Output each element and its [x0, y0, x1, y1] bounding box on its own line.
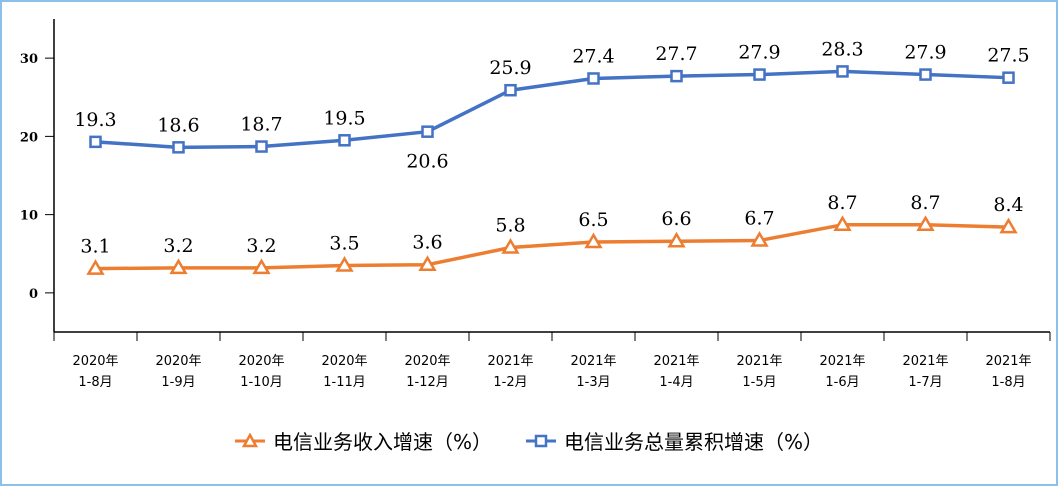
data-label: 19.5 — [323, 107, 365, 129]
line-chart: 0 10 20 30 2020年 1-8月 2020年 1-9月 2020年 1-10月 2020年… — [20, 19, 1051, 390]
data-point — [584, 232, 603, 249]
x-tick-label: 2020年 1-12月 — [404, 354, 450, 390]
data-label: 18.6 — [157, 114, 199, 136]
data-point — [587, 72, 600, 85]
data-label: 20.6 — [406, 151, 448, 173]
legend-item-volume: 电信业务总量累积增速（%） — [526, 426, 823, 455]
triangle-marker-icon — [234, 432, 265, 447]
data-point — [252, 258, 271, 275]
data-label: 8.7 — [910, 192, 940, 214]
x-tick-label: 2021年 1-4月 — [653, 354, 699, 390]
data-point — [999, 217, 1018, 234]
data-label: 27.4 — [572, 45, 614, 67]
data-label: 27.5 — [987, 45, 1029, 67]
x-tick-label: 2021年 1-6月 — [819, 354, 865, 390]
data-point — [919, 68, 932, 81]
x-tick-label: 2020年 1-10月 — [238, 354, 284, 390]
data-point — [1002, 71, 1015, 84]
data-label: 6.5 — [578, 209, 608, 231]
x-tick-label: 2021年 1-5月 — [736, 354, 782, 390]
x-tick-label: 2020年 1-11月 — [321, 354, 367, 390]
y-tick-label: 10 — [20, 209, 38, 224]
data-label: 25.9 — [489, 57, 531, 79]
data-label: 18.7 — [240, 114, 282, 136]
data-label: 3.1 — [80, 236, 110, 258]
data-point — [501, 238, 520, 254]
x-tick-label: 2021年 1-8月 — [985, 354, 1031, 390]
data-label: 5.8 — [495, 214, 525, 236]
y-tick-label: 20 — [20, 130, 38, 145]
legend-label: 电信业务收入增速（%） — [272, 430, 492, 454]
data-label: 27.9 — [738, 42, 780, 64]
data-point — [172, 141, 185, 154]
data-point — [255, 140, 268, 153]
data-point — [753, 68, 766, 81]
data-point — [338, 134, 351, 147]
data-point — [833, 215, 852, 232]
data-label: 3.6 — [412, 232, 442, 254]
x-tick-label: 2021年 1-7月 — [902, 354, 948, 390]
data-label: 6.7 — [744, 207, 774, 229]
data-label: 3.2 — [246, 235, 276, 257]
legend-label: 电信业务总量累积增速（%） — [564, 430, 824, 454]
x-tick-label: 2020年 1-9月 — [155, 354, 201, 390]
data-point — [504, 83, 517, 97]
data-point — [670, 69, 683, 83]
y-tick-label: 30 — [20, 52, 38, 67]
x-tick-label: 2021年 1-2月 — [487, 354, 533, 390]
data-point — [335, 256, 354, 272]
data-label: 28.3 — [821, 38, 863, 60]
data-label: 3.5 — [329, 232, 359, 254]
data-label: 19.3 — [74, 109, 116, 131]
data-label: 27.7 — [655, 43, 697, 65]
data-label: 3.2 — [163, 235, 193, 257]
data-label: 8.7 — [827, 192, 857, 214]
data-label: 8.4 — [993, 194, 1023, 216]
data-point — [169, 258, 188, 275]
data-label: 27.9 — [904, 42, 946, 64]
x-tick-label: 2021年 1-3月 — [570, 354, 616, 390]
data-label: 6.6 — [661, 208, 691, 230]
data-point — [750, 230, 769, 247]
series-line — [95, 69, 1009, 150]
x-tick-label: 2020年 1-8月 — [72, 354, 118, 390]
data-point — [916, 215, 935, 232]
data-point — [421, 125, 434, 138]
series-line — [95, 223, 1009, 271]
legend: 电信业务收入增速（%） 电信业务总量累积增速（%） — [2, 426, 1056, 455]
square-marker-icon — [526, 434, 556, 447]
data-point — [667, 231, 686, 248]
data-point — [836, 65, 849, 78]
data-point — [418, 255, 437, 271]
data-point — [89, 135, 102, 149]
y-tick-label: 0 — [29, 287, 38, 302]
legend-item-revenue: 电信业务收入增速（%） — [234, 426, 492, 455]
data-point — [86, 259, 105, 275]
